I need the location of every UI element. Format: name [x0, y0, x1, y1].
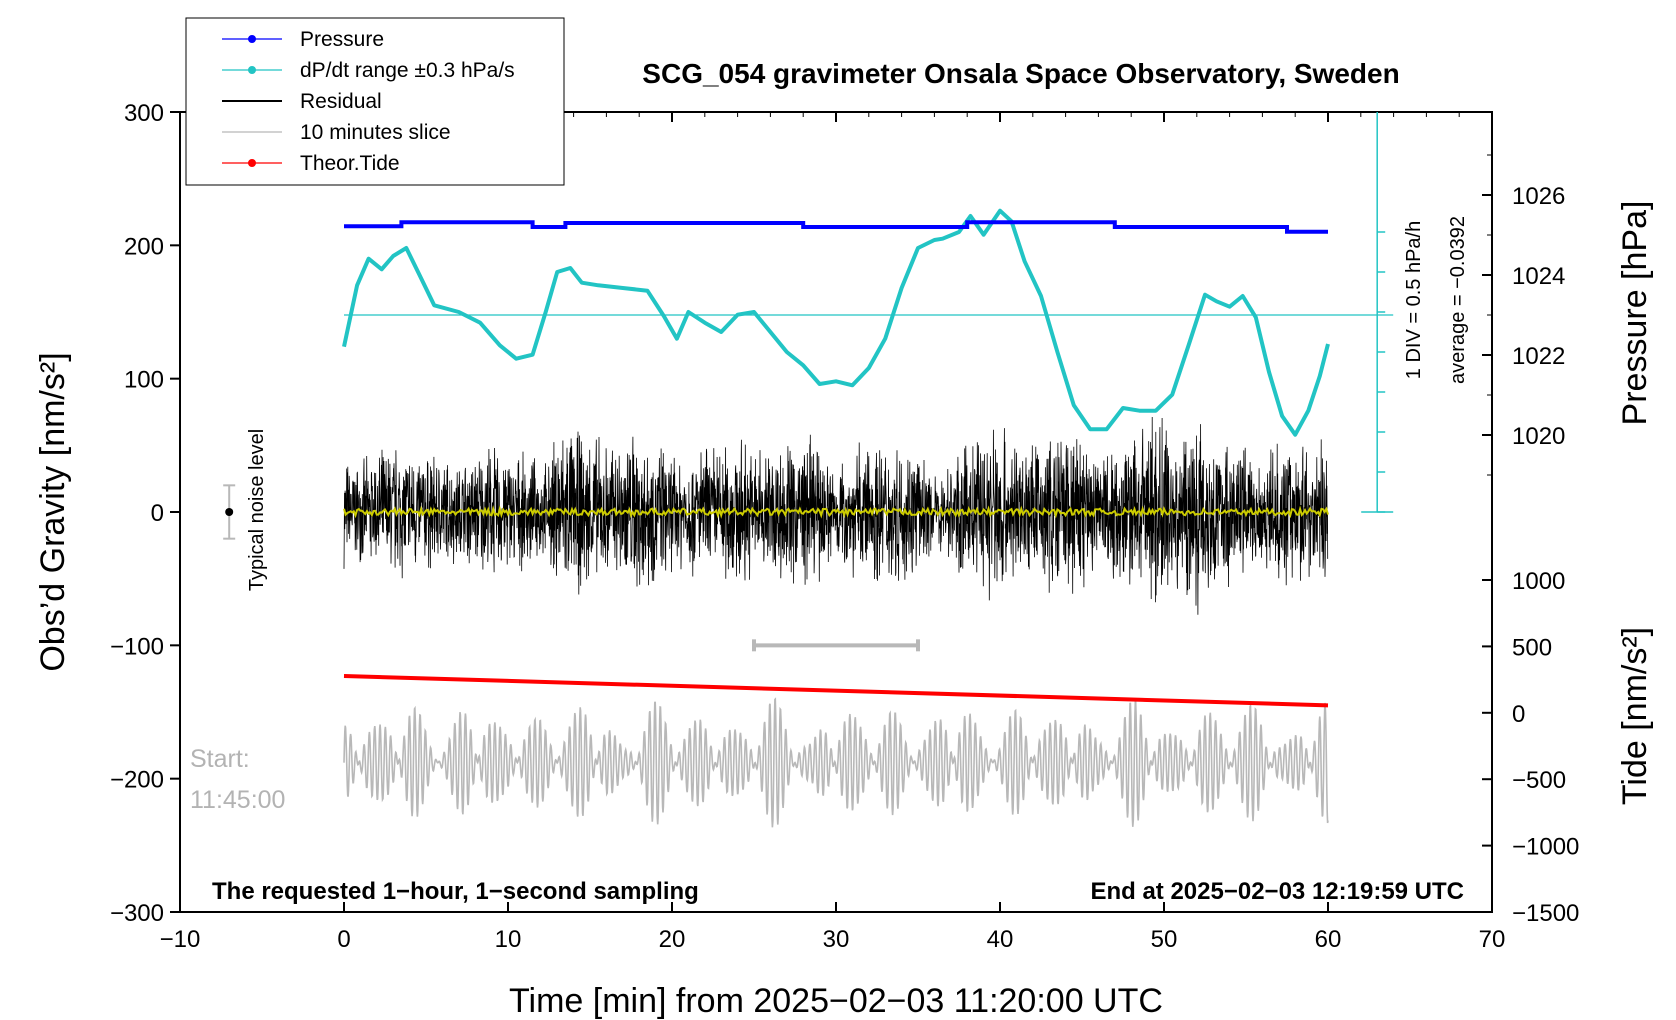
y-axis-label-tide: Tide [nm/s²] — [1616, 627, 1654, 805]
pressure-tick-label: 1026 — [1512, 183, 1565, 210]
y-tick-label: −100 — [110, 633, 164, 660]
residual-smoothed-line — [343, 505, 1329, 519]
legend-marker — [248, 66, 256, 74]
tide-tick-label: 1000 — [1512, 568, 1565, 595]
x-tick-label: 0 — [337, 926, 350, 953]
annotation-end-time: End at 2025−02−03 12:19:59 UTC — [1090, 878, 1464, 905]
legend-label: dP/dt range ±0.3 hPa/s — [300, 59, 515, 82]
annotation-sampling: The requested 1−hour, 1−second sampling — [212, 878, 699, 905]
x-tick-label: 40 — [987, 926, 1014, 953]
axes-layer: −10 0 10 20 30 40 50 60 703002001000−100−200−300… — [110, 100, 1579, 953]
noise-level-center — [225, 508, 234, 516]
pressure-tick-label: 1020 — [1512, 423, 1565, 450]
pressure-tick-label: 1022 — [1512, 343, 1565, 370]
x-tick-label: 10 — [495, 926, 522, 953]
y-axis-label-pressure: Pressure [hPa] — [1616, 201, 1654, 426]
x-tick-label: −10 — [160, 926, 201, 953]
noise-level-label: Typical noise level — [246, 429, 268, 591]
tide-tick-label: −1500 — [1512, 900, 1579, 927]
ten-minute-slice-line — [343, 697, 1329, 828]
tide-tick-label: 500 — [1512, 634, 1552, 661]
legend-label: 10 minutes slice — [300, 121, 451, 144]
legend-marker — [248, 159, 256, 167]
y-tick-label: −200 — [110, 767, 164, 794]
pressure-line — [344, 220, 1328, 234]
pressure-tick-label: 1024 — [1512, 263, 1565, 290]
dpdt-line — [342, 208, 1330, 437]
x-tick-label: 70 — [1479, 926, 1506, 953]
theor-tide-line — [343, 674, 1329, 708]
y-axis-label-left: Obs’d Gravity [nm/s²] — [34, 352, 72, 671]
y-tick-label: 0 — [151, 500, 164, 527]
series-layer — [223, 112, 1394, 828]
x-axis-label: Time [min] from 2025−02−03 11:20:00 UTC — [509, 982, 1163, 1020]
residual-line — [343, 416, 1329, 615]
y-tick-label: 200 — [124, 233, 164, 260]
y-tick-label: 300 — [124, 100, 164, 127]
pressure-scale-average-label: average = −0.0392 — [1447, 216, 1469, 384]
y-tick-label: 100 — [124, 367, 164, 394]
legend: Pressure dP/dt range ±0.3 hPa/s Residual 10… — [185, 17, 565, 186]
slice-start-time: 11:45:00 — [190, 786, 285, 814]
pressure-scale-div-label: 1 DIV = 0.5 hPa/h — [1403, 221, 1425, 379]
y-tick-label: −300 — [110, 900, 164, 927]
x-tick-label: 60 — [1315, 926, 1342, 953]
legend-marker — [248, 35, 256, 43]
tide-tick-label: −500 — [1512, 767, 1566, 794]
legend-label: Pressure — [300, 28, 384, 51]
slice-start-label: Start: — [190, 745, 250, 773]
chart-title: SCG_054 gravimeter Onsala Space Observat… — [642, 58, 1399, 89]
x-tick-label: 30 — [823, 926, 850, 953]
x-tick-label: 50 — [1151, 926, 1178, 953]
legend-label: Residual — [300, 90, 382, 113]
tide-tick-label: 0 — [1512, 701, 1525, 728]
tide-tick-label: −1000 — [1512, 834, 1579, 861]
x-tick-label: 20 — [659, 926, 686, 953]
legend-label: Theor.Tide — [300, 152, 400, 175]
